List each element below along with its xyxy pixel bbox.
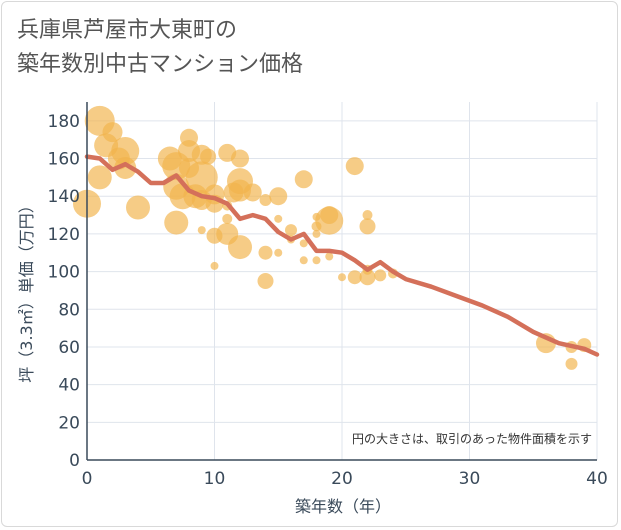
x-tick-label: 0 [82,469,93,489]
bubble-point [299,256,308,265]
x-tick-label: 40 [586,469,608,489]
bubble-point [312,229,321,238]
bubble-point [126,195,150,220]
bubble-point [257,273,274,289]
x-axis-title: 築年数（年） [295,497,391,516]
bubble-point [200,148,217,165]
x-tick-label: 30 [459,469,481,489]
y-axis-title: 坪（3.3㎡）単価（万円） [17,197,36,382]
y-tick-label: 60 [58,338,80,358]
x-tick-label: 10 [204,469,226,489]
bubble-point [102,122,123,143]
bubble-point [311,221,322,232]
bubble-point [243,183,262,202]
chart-title: 兵庫県芦屋市大東町の 築年数別中古マンション価格 [17,14,303,82]
y-tick-label: 80 [58,300,80,320]
bubble-point [231,149,249,168]
y-tick-label: 160 [48,150,80,170]
axes: 0 20 40 60 80 100 120 140 160 180 0 10 20 30 40 [48,102,608,489]
bubble-point [164,210,189,235]
bubble-point [114,156,137,179]
bubble-point [320,206,339,225]
bubble-point [157,146,182,171]
bubble-point [565,357,578,370]
bubble-point [285,224,297,237]
trend-line [84,154,600,357]
trend-series [84,154,600,357]
bubble-point [179,157,199,178]
bubble-point [223,182,244,203]
bubble-point [180,128,198,147]
bubble-point [197,226,206,235]
bubble-point [347,270,362,285]
bubble-point [359,269,376,286]
y-tick-label: 100 [48,263,80,283]
y-tick-label: 40 [58,376,80,396]
bubble-point [222,213,233,224]
bubble-point [299,239,308,248]
y-tick-label: 20 [58,413,80,433]
bubble-point [259,193,272,206]
bubble-point [362,210,373,221]
y-tick-label: 180 [48,112,80,132]
chart-title-line-1: 兵庫県芦屋市大東町の [17,18,238,43]
bubble-point [312,256,321,265]
bubble-point [359,218,376,235]
size-note: 円の大きさは、取引のあった物件面積を示す [352,431,592,446]
bubble-point [338,273,346,282]
chart-title-line-2: 築年数別中古マンション価格 [17,52,304,77]
bubble-point [206,227,223,244]
bubble-point [274,248,283,257]
bubble-point [312,212,321,221]
y-tick-label: 140 [48,187,80,207]
bubble-point [294,170,313,189]
bubble-point [345,157,364,176]
bubble-point [87,165,112,190]
bubble-point [274,214,283,223]
y-tick-label: 0 [69,451,80,471]
x-tick-label: 20 [331,469,353,489]
bubble-point [216,222,239,245]
bubble-point [374,269,387,282]
bubble-point [210,261,219,270]
bubble-point [269,187,288,206]
bubble-point [258,245,273,260]
bubble-point [325,252,334,261]
y-tick-label: 120 [48,225,80,245]
